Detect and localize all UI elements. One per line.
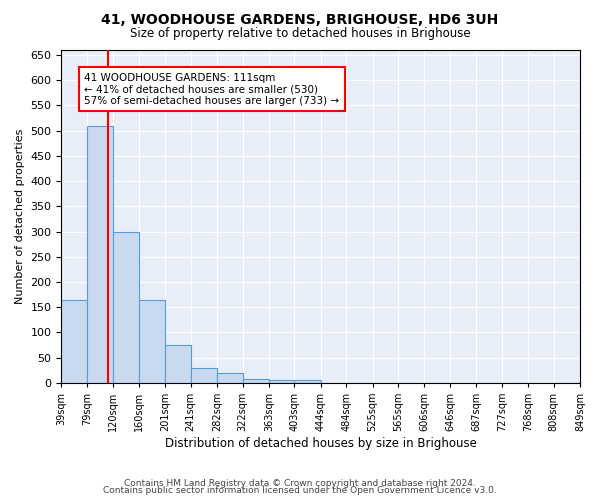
Bar — [61, 300, 87, 383]
Bar — [139, 300, 165, 383]
Text: 41, WOODHOUSE GARDENS, BRIGHOUSE, HD6 3UH: 41, WOODHOUSE GARDENS, BRIGHOUSE, HD6 3U… — [101, 12, 499, 26]
Bar — [269, 380, 295, 383]
Bar — [295, 380, 321, 383]
Y-axis label: Number of detached properties: Number of detached properties — [15, 129, 25, 304]
Text: 41 WOODHOUSE GARDENS: 111sqm
← 41% of detached houses are smaller (530)
57% of s: 41 WOODHOUSE GARDENS: 111sqm ← 41% of de… — [85, 72, 340, 106]
Bar — [242, 379, 269, 383]
Text: Size of property relative to detached houses in Brighouse: Size of property relative to detached ho… — [130, 28, 470, 40]
Bar — [87, 126, 113, 383]
Bar — [191, 368, 217, 383]
Bar — [165, 345, 191, 383]
Text: Contains public sector information licensed under the Open Government Licence v3: Contains public sector information licen… — [103, 486, 497, 495]
X-axis label: Distribution of detached houses by size in Brighouse: Distribution of detached houses by size … — [165, 437, 476, 450]
Bar — [217, 373, 242, 383]
Text: Contains HM Land Registry data © Crown copyright and database right 2024.: Contains HM Land Registry data © Crown c… — [124, 478, 476, 488]
Bar — [113, 232, 139, 383]
